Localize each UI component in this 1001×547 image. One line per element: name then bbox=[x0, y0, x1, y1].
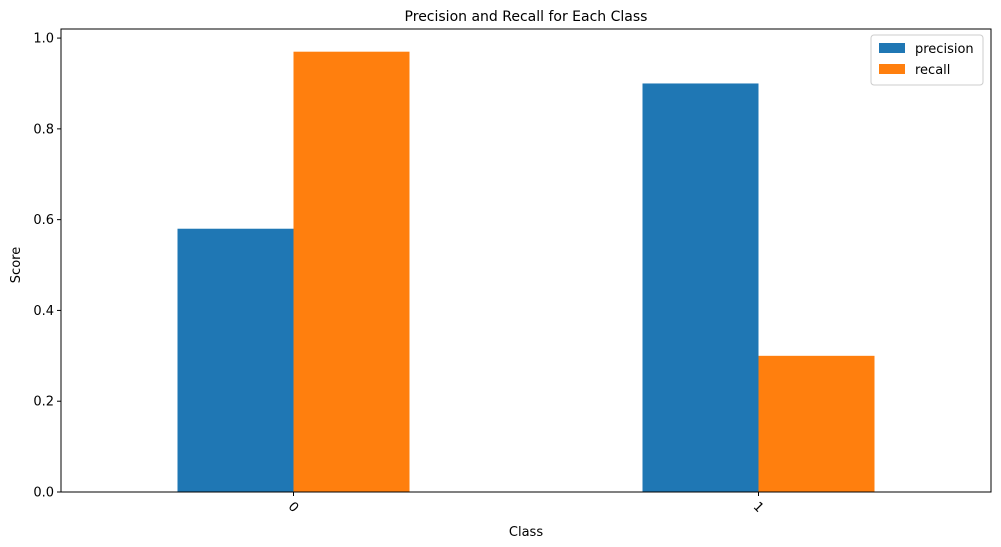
y-tick-label: 0.6 bbox=[33, 213, 54, 228]
bar-recall-class-0 bbox=[293, 51, 410, 493]
bar-precision-class-1 bbox=[642, 83, 759, 493]
x-axis-label: Class bbox=[509, 525, 543, 540]
bars-layer bbox=[177, 51, 875, 493]
y-axis-label: Score bbox=[9, 247, 24, 283]
legend: precision recall bbox=[870, 34, 984, 86]
chart-title: Precision and Recall for Each Class bbox=[405, 9, 648, 25]
y-tick-label: 0.0 bbox=[33, 486, 54, 501]
y-tick-label: 0.8 bbox=[33, 122, 54, 137]
x-tick-label: 1 bbox=[750, 499, 766, 515]
y-tick-label: 0.4 bbox=[33, 304, 54, 319]
bar-precision-class-0 bbox=[177, 228, 294, 492]
legend-label-precision: precision bbox=[915, 42, 974, 57]
y-tick-label: 0.2 bbox=[33, 395, 54, 410]
x-tick-label: 0 bbox=[285, 499, 301, 515]
legend-swatch-precision bbox=[879, 43, 905, 53]
bar-recall-class-1 bbox=[758, 355, 875, 492]
plot-frame bbox=[60, 28, 992, 493]
y-tick-label: 1.0 bbox=[33, 32, 54, 47]
y-axis: 0.0 0.2 0.4 0.6 0.8 1.0 bbox=[33, 32, 61, 501]
legend-swatch-recall bbox=[879, 64, 905, 74]
legend-label-recall: recall bbox=[915, 63, 950, 78]
